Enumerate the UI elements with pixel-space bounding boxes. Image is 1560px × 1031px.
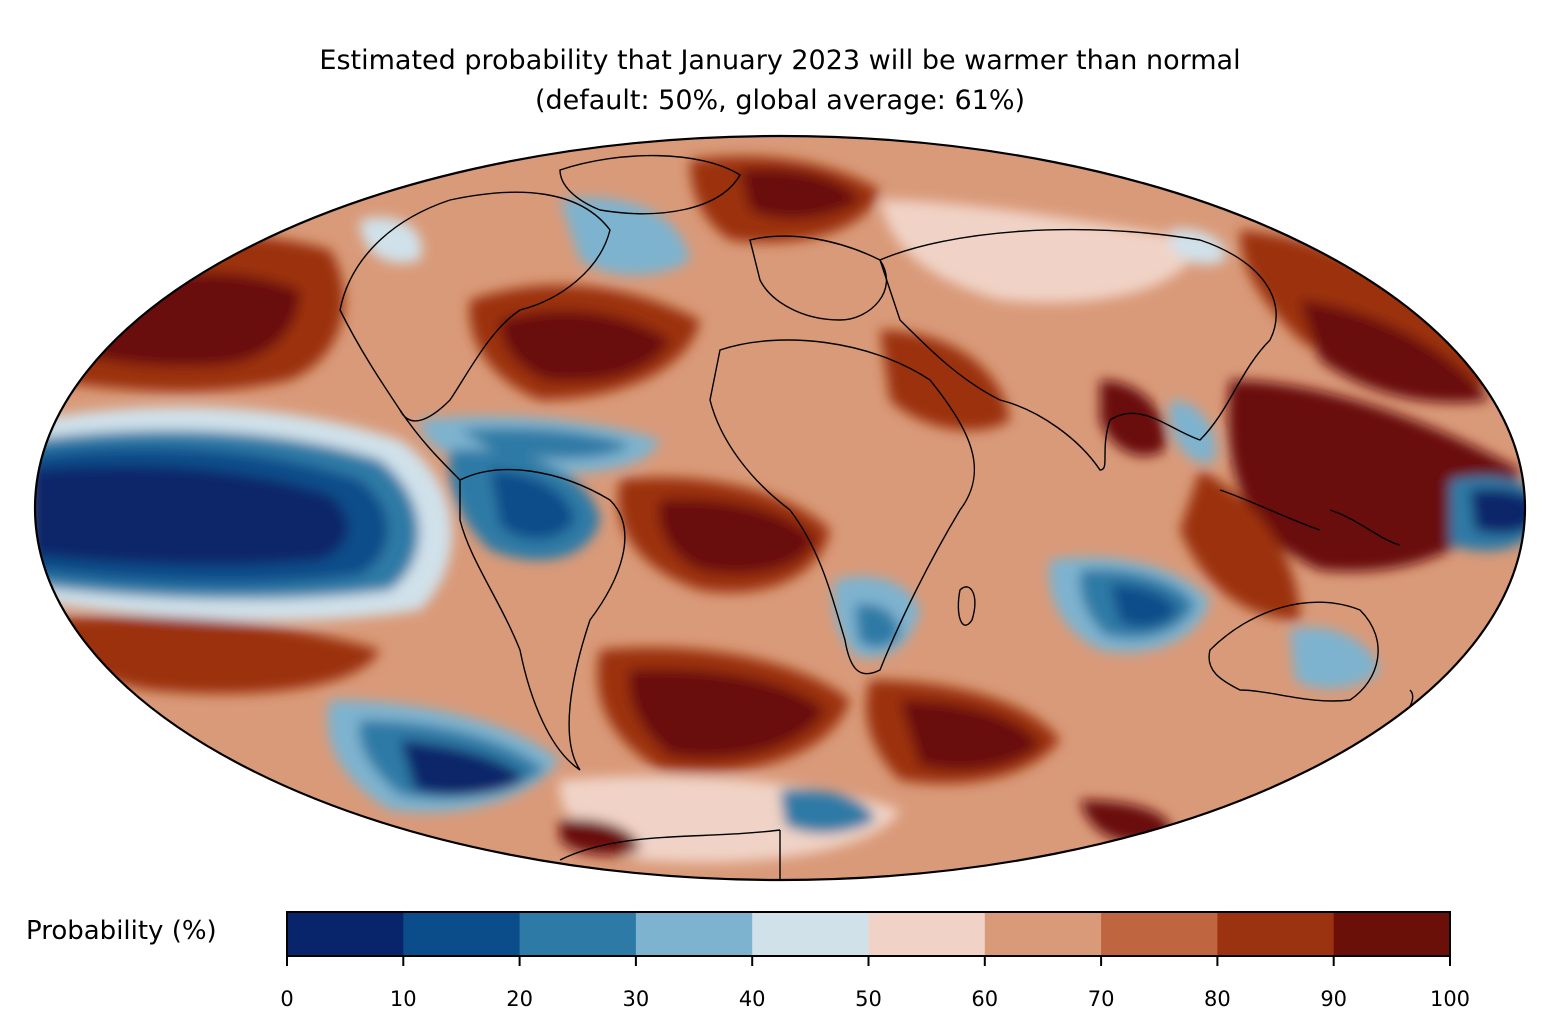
colorbar-segment — [403, 912, 521, 956]
coastlines — [339, 154, 1414, 880]
colorbar-segment — [868, 912, 986, 956]
colorbar-segment — [1101, 912, 1218, 956]
colorbar-segment — [1217, 912, 1335, 956]
colorbar-tick-label: 20 — [506, 987, 533, 1011]
colorbar-segment — [752, 912, 869, 956]
colorbar-tick-label: 90 — [1320, 987, 1348, 1011]
colorbar-segment — [635, 912, 753, 956]
globe-outline — [33, 134, 1527, 882]
colorbar-label: Probability (%) — [26, 916, 217, 946]
colorbar-segment — [287, 912, 404, 956]
colorbar-tick-label: 70 — [1087, 987, 1115, 1011]
map-title-line1: Estimated probability that January 2023 … — [319, 45, 1241, 76]
colorbar-segment — [984, 912, 1102, 956]
colorbar-tick-label: 100 — [1429, 987, 1471, 1011]
map-title-line2: (default: 50%, global average: 61%) — [534, 85, 1026, 116]
colorbar — [286, 911, 1451, 966]
colorbar-segment — [1333, 912, 1451, 956]
colorbar-tick-label: 60 — [971, 987, 999, 1011]
colorbar-tick-label: 0 — [280, 987, 294, 1011]
colorbar-segment — [519, 912, 637, 956]
colorbar-tick-label: 30 — [622, 987, 650, 1011]
colorbar-tick-label: 40 — [738, 987, 766, 1011]
colorbar-tick-label: 50 — [855, 987, 882, 1011]
colorbar-tick-label: 80 — [1204, 987, 1231, 1011]
colorbar-tick-label: 10 — [389, 987, 417, 1011]
